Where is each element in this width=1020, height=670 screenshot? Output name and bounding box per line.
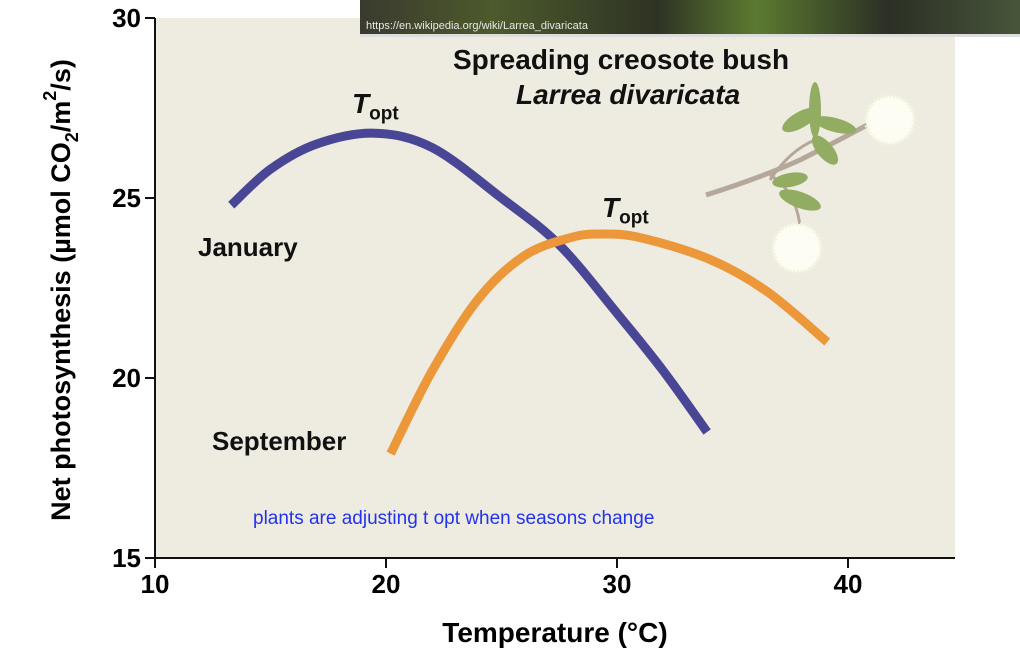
species-common-name: Spreading creosote bush: [453, 44, 790, 75]
x-tick-label: 40: [834, 569, 863, 599]
x-tick-label: 20: [372, 569, 401, 599]
series-line-january: [228, 128, 711, 435]
y-tick-label: 15: [112, 543, 141, 573]
series-label-january: January: [198, 232, 298, 262]
x-tick-label: 30: [603, 569, 632, 599]
x-axis-title: Temperature (°C): [442, 617, 667, 648]
plant-illustration-icon: [705, 82, 916, 274]
y-axis-title: Net photosynthesis (µmol CO2/m2/s): [40, 59, 82, 521]
x-tick-label: 10: [141, 569, 170, 599]
series-line-september: [386, 229, 831, 456]
annotation-note: plants are adjusting t opt when seasons …: [253, 508, 655, 529]
photo-caption: https://en.wikipedia.org/wiki/Larrea_div…: [366, 20, 588, 32]
series-label-september: September: [212, 426, 347, 456]
plant-photo: https://en.wikipedia.org/wiki/Larrea_div…: [360, 0, 1020, 37]
topt-label-september: Topt: [602, 192, 649, 229]
y-tick-label: 30: [112, 3, 141, 33]
species-latin-name: Larrea divaricata: [516, 79, 741, 110]
topt-label-january: Topt: [352, 88, 399, 125]
y-tick-label: 25: [112, 183, 141, 213]
plot-background: [155, 18, 955, 558]
y-tick-label: 20: [112, 363, 141, 393]
